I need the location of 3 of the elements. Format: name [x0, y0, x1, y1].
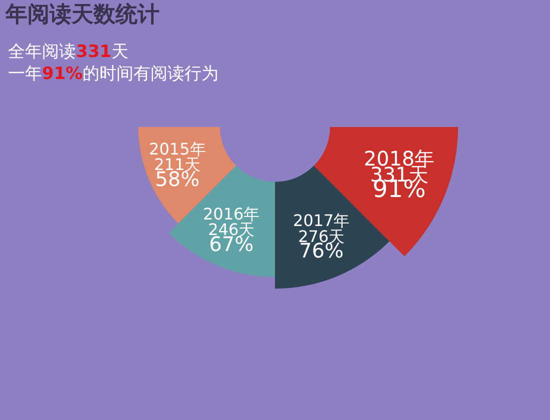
text: 年阅读天数统计	[4, 2, 160, 28]
text: 一年91%的时间有阅读行为	[8, 64, 219, 84]
text: 全年阅读331天	[8, 42, 128, 62]
